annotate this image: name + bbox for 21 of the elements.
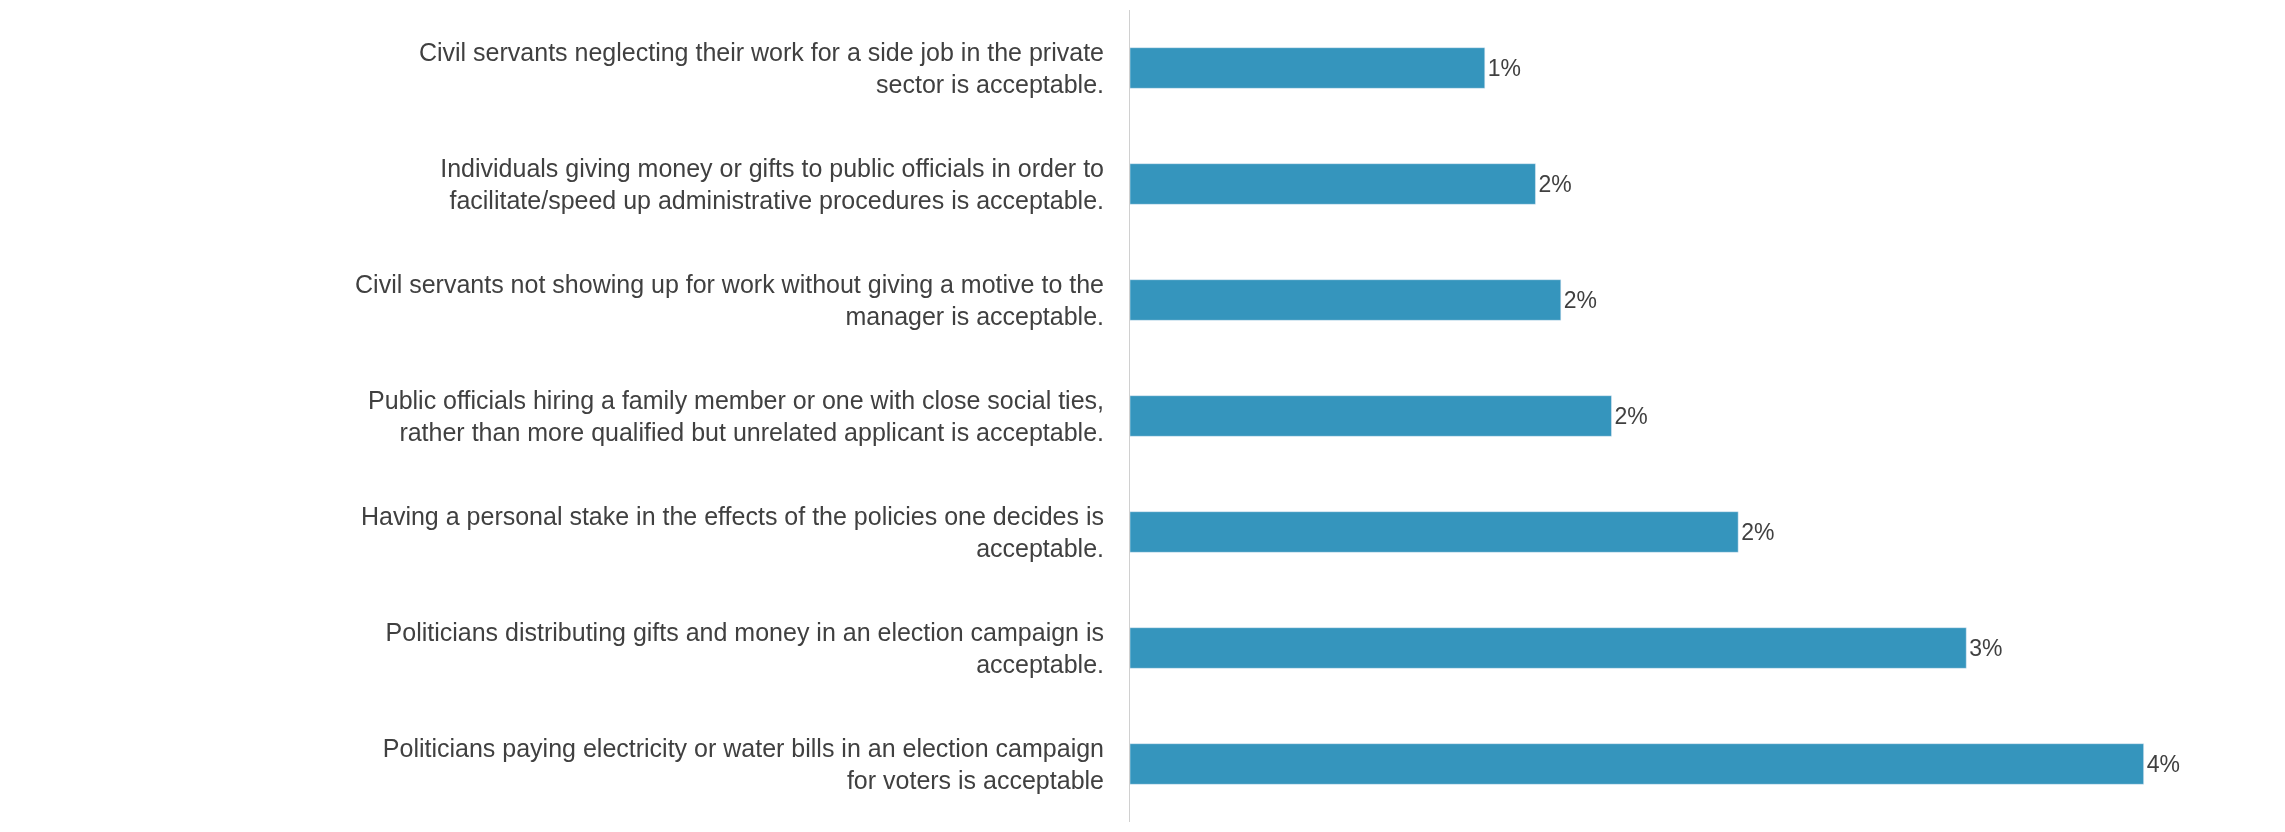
bar bbox=[1130, 395, 1612, 437]
data-label: 1% bbox=[1487, 55, 1522, 81]
bar bbox=[1130, 163, 1536, 205]
data-label: 3% bbox=[1969, 635, 2003, 661]
data-label: 2% bbox=[1563, 287, 1598, 313]
y-tick-label: Politicians paying electricity or water bills in an election campaign for voters is acceptable bbox=[382, 733, 1104, 794]
y-tick-label: Having a personal stake in the effects of the policies one decides is acceptable. bbox=[360, 501, 1104, 562]
y-tick-label: Civil servants not showing up for work without giving a motive to the manager is acceptable. bbox=[355, 269, 1104, 330]
bar bbox=[1130, 511, 1739, 553]
y-tick-label: Politicians distributing gifts and money in an election campaign is acceptable. bbox=[385, 617, 1104, 678]
y-tick-label: Public officials hiring a family member or one with close social ties, rather than more qualified but unrelated applicant is acceptable. bbox=[368, 385, 1104, 446]
y-tick-label: Civil servants neglecting their work for a side job in the private sector is acceptable. bbox=[418, 37, 1104, 98]
bar bbox=[1130, 47, 1486, 89]
bar bbox=[1130, 743, 2144, 785]
data-label: 2% bbox=[1741, 519, 1775, 545]
y-tick-label: Individuals giving money or gifts to public officials in order to facilitate/speed up administrative procedures is acceptable. bbox=[440, 153, 1104, 214]
bar bbox=[1130, 627, 1967, 669]
data-label: 2% bbox=[1538, 171, 1572, 197]
bar bbox=[1130, 279, 1562, 321]
data-label: 4% bbox=[2146, 751, 2180, 777]
data-label: 2% bbox=[1614, 403, 1648, 429]
